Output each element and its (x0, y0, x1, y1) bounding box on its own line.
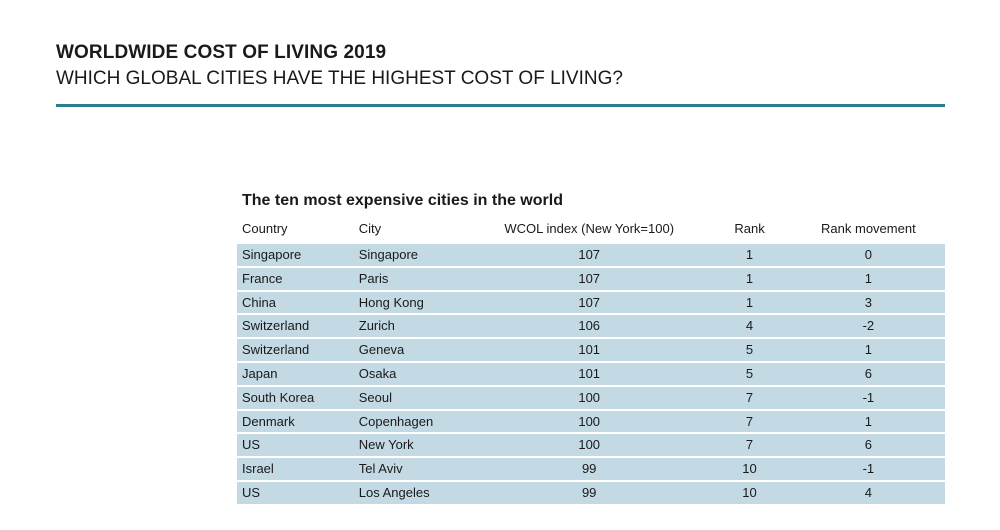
city-cell: Singapore (353, 244, 472, 266)
rank-movement-cell: 0 (791, 244, 945, 266)
country-cell: South Korea (237, 386, 354, 409)
country-cell: US (237, 481, 354, 504)
column-header-wcol-index: WCOL index (New York=100) (504, 221, 675, 236)
table-body: Singapore Singapore 107 1 0 France Paris 107 1 1 C… (237, 244, 945, 504)
country-cell: US (237, 434, 354, 457)
report-header: WORLDWIDE COST OF LIVING 2019 WHICH GLOB… (56, 40, 945, 92)
rank-cell: 1 (707, 267, 792, 290)
city-cell: Osaka (353, 362, 472, 385)
column-header-rank-movement: Rank movement (821, 221, 916, 236)
column-header-country: Country (242, 221, 288, 236)
table-row: Denmark Copenhagen 100 7 1 (237, 410, 945, 433)
rank-movement-cell: 6 (791, 434, 945, 457)
country-cell: China (237, 291, 354, 314)
cost-of-living-table: Country City WCOL index (New York=100) R… (237, 218, 945, 506)
table-row: South Korea Seoul 100 7 -1 (237, 386, 945, 409)
country-cell: Israel (237, 458, 354, 480)
city-cell: Tel Aviv (353, 458, 472, 480)
rank-cell: 1 (707, 244, 792, 266)
rank-cell: 7 (707, 386, 792, 409)
table-caption: The ten most expensive cities in the wor… (242, 192, 563, 209)
wcol-index-cell: 99 (471, 458, 708, 480)
country-cell: Switzerland (237, 315, 354, 338)
rank-movement-cell: 3 (791, 291, 945, 314)
city-cell: Paris (353, 267, 472, 290)
table-row: US New York 100 7 6 (237, 434, 945, 457)
rank-movement-cell: 6 (791, 362, 945, 385)
rank-movement-cell: -1 (791, 386, 945, 409)
city-cell: Los Angeles (353, 481, 472, 504)
page-title: WORLDWIDE COST OF LIVING 2019 (56, 42, 387, 63)
rank-movement-cell: -2 (791, 315, 945, 338)
cost-of-living-table-section: The ten most expensive cities in the wor… (237, 190, 945, 506)
table-row: Israel Tel Aviv 99 10 -1 (237, 458, 945, 480)
wcol-index-cell: 100 (471, 386, 708, 409)
city-cell: Copenhagen (353, 410, 472, 433)
column-header-city: City (358, 221, 382, 236)
table-row: Singapore Singapore 107 1 0 (237, 244, 945, 266)
header-divider (56, 104, 945, 107)
wcol-index-cell: 107 (471, 291, 708, 314)
table-row: Japan Osaka 101 5 6 (237, 362, 945, 385)
table-row: Switzerland Geneva 101 5 1 (237, 339, 945, 361)
wcol-index-cell: 106 (471, 315, 708, 338)
wcol-index-cell: 107 (471, 267, 708, 290)
rank-cell: 5 (707, 339, 792, 361)
wcol-index-cell: 100 (471, 410, 708, 433)
page-subtitle: WHICH GLOBAL CITIES HAVE THE HIGHEST COS… (56, 68, 623, 89)
wcol-index-cell: 100 (471, 434, 708, 457)
country-cell: Singapore (237, 244, 354, 266)
city-cell: New York (353, 434, 472, 457)
city-cell: Hong Kong (353, 291, 472, 314)
country-cell: Japan (237, 362, 354, 385)
city-cell: Geneva (353, 339, 472, 361)
rank-movement-cell: 1 (791, 267, 945, 290)
rank-cell: 10 (707, 481, 792, 504)
rank-movement-cell: 1 (791, 339, 945, 361)
column-header-rank: Rank (734, 221, 765, 236)
rank-cell: 4 (707, 315, 792, 338)
country-cell: Switzerland (237, 339, 354, 361)
rank-cell: 5 (707, 362, 792, 385)
wcol-index-cell: 107 (471, 244, 708, 266)
wcol-index-cell: 101 (471, 362, 708, 385)
country-cell: France (237, 267, 354, 290)
wcol-index-cell: 99 (471, 481, 708, 504)
rank-cell: 10 (707, 458, 792, 480)
table-row: US Los Angeles 99 10 4 (237, 481, 945, 504)
table-header-row: Country City WCOL index (New York=100) R… (237, 220, 945, 242)
rank-movement-cell: 1 (791, 410, 945, 433)
country-cell: Denmark (237, 410, 354, 433)
city-cell: Zurich (353, 315, 472, 338)
rank-movement-cell: 4 (791, 481, 945, 504)
city-cell: Seoul (353, 386, 472, 409)
table-row: France Paris 107 1 1 (237, 267, 945, 290)
rank-cell: 7 (707, 434, 792, 457)
rank-movement-cell: -1 (791, 458, 945, 480)
table-row: China Hong Kong 107 1 3 (237, 291, 945, 314)
table-row: Switzerland Zurich 106 4 -2 (237, 315, 945, 338)
rank-cell: 1 (707, 291, 792, 314)
rank-cell: 7 (707, 410, 792, 433)
wcol-index-cell: 101 (471, 339, 708, 361)
